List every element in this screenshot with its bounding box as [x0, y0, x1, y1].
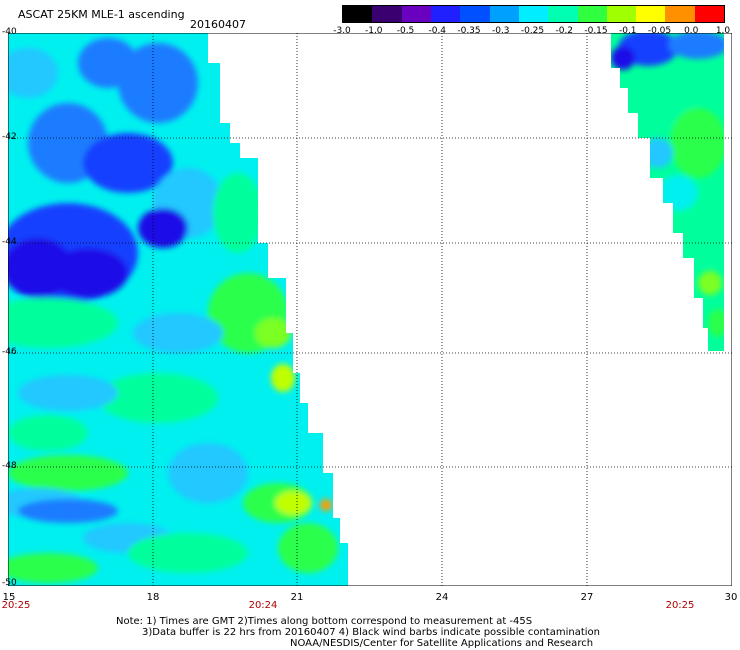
lon-label: 15: [2, 592, 16, 603]
colorbar: [342, 5, 725, 23]
field-patch: [128, 533, 248, 573]
field-patch: [271, 364, 295, 392]
colorbar-segment: [489, 6, 519, 22]
field-patch: [255, 318, 291, 348]
swath-map-svg: [8, 33, 732, 586]
field-patch: [275, 491, 311, 515]
colorbar-tick-label: -0.1: [618, 26, 637, 36]
field-patch: [48, 248, 128, 298]
field-patches-left: [8, 38, 338, 583]
field-patch: [8, 455, 128, 491]
note-line-2: 3)Data buffer is 22 hrs from 20160407 4)…: [142, 627, 600, 638]
lon-label: 27: [580, 592, 594, 603]
field-patch: [8, 298, 118, 348]
field-patch: [83, 133, 173, 193]
field-patch: [278, 523, 338, 573]
swath-left: [8, 33, 348, 586]
field-patch: [133, 313, 223, 353]
field-patch: [320, 499, 332, 511]
colorbar-segment: [430, 6, 461, 22]
colorbar-segment: [460, 6, 490, 22]
field-patch: [708, 309, 724, 337]
field-patch: [658, 175, 698, 211]
colorbar-tick-label: 0.0: [684, 26, 699, 36]
lat-label: -42: [2, 132, 17, 142]
lon-label: 21: [290, 592, 304, 603]
lon-label: 18: [146, 592, 160, 603]
pass-time-label: 20:25: [1, 600, 31, 611]
colorbar-tick-label: -0.2: [555, 26, 574, 36]
colorbar-segment: [548, 6, 578, 22]
note-line-1: Note: 1) Times are GMT 2)Times along bot…: [116, 616, 533, 627]
colorbar-tick-label: -0.15: [584, 26, 608, 36]
lon-label: 30: [724, 592, 738, 603]
pass-time-label: 20:24: [248, 600, 278, 611]
field-patch: [8, 553, 98, 583]
field-patch: [213, 173, 263, 253]
field-patch: [611, 46, 635, 70]
swath-map: [8, 33, 732, 586]
field-patch: [643, 138, 673, 168]
colorbar-segment: [372, 6, 402, 22]
colorbar-tick-label: -0.4: [428, 26, 447, 36]
colorbar-tick-label: -0.35: [457, 26, 481, 36]
field-patch: [18, 499, 118, 523]
colorbar-segment: [694, 6, 725, 22]
colorbar-segment: [577, 6, 607, 22]
colorbar-segment: [636, 6, 666, 22]
colorbar-segment: [401, 6, 431, 22]
field-patch: [8, 415, 88, 451]
field-patch: [118, 43, 198, 123]
colorbar-tick-label: -1.0: [364, 26, 383, 36]
field-patch: [698, 271, 722, 295]
colorbar-segment: [518, 6, 549, 22]
product-date: 20160407: [190, 18, 246, 31]
lat-label: -40: [2, 27, 17, 37]
field-patches-right: [611, 33, 724, 337]
field-patch: [668, 33, 724, 59]
field-patch: [18, 375, 118, 411]
note-line-3: NOAA/NESDIS/Center for Satellite Applica…: [290, 638, 594, 649]
colorbar-segment: [665, 6, 695, 22]
field-patch: [138, 208, 188, 248]
product-title: ASCAT 25KM MLE-1 ascending: [18, 8, 185, 21]
lat-label: -48: [2, 461, 17, 471]
colorbar-tick-label: 1.0: [715, 26, 731, 36]
field-patch: [8, 48, 58, 98]
swath-right: [611, 33, 724, 351]
lat-label: -46: [2, 347, 17, 357]
lon-label: 24: [435, 592, 449, 603]
field-patch: [168, 443, 248, 503]
colorbar-tick-label: -3.0: [333, 26, 351, 36]
colorbar-tick-label: -0.3: [491, 26, 510, 36]
colorbar-segment: [343, 6, 373, 22]
colorbar-tick-label: -0.05: [647, 26, 672, 36]
pass-time-label: 20:25: [665, 600, 695, 611]
field-patch: [670, 108, 724, 178]
lat-lon-grid: [8, 33, 732, 586]
lat-label: -44: [2, 237, 17, 247]
field-patch: [98, 373, 218, 423]
colorbar-segment: [606, 6, 637, 22]
colorbar-tick-label: -0.5: [396, 26, 415, 36]
lat-label: -50: [2, 578, 17, 588]
colorbar-labels: -3.0 -1.0 -0.5 -0.4 -0.35 -0.3 -0.25 -0.2 -0.15-…: [330, 26, 730, 38]
colorbar-tick-label: -0.25: [520, 26, 545, 36]
